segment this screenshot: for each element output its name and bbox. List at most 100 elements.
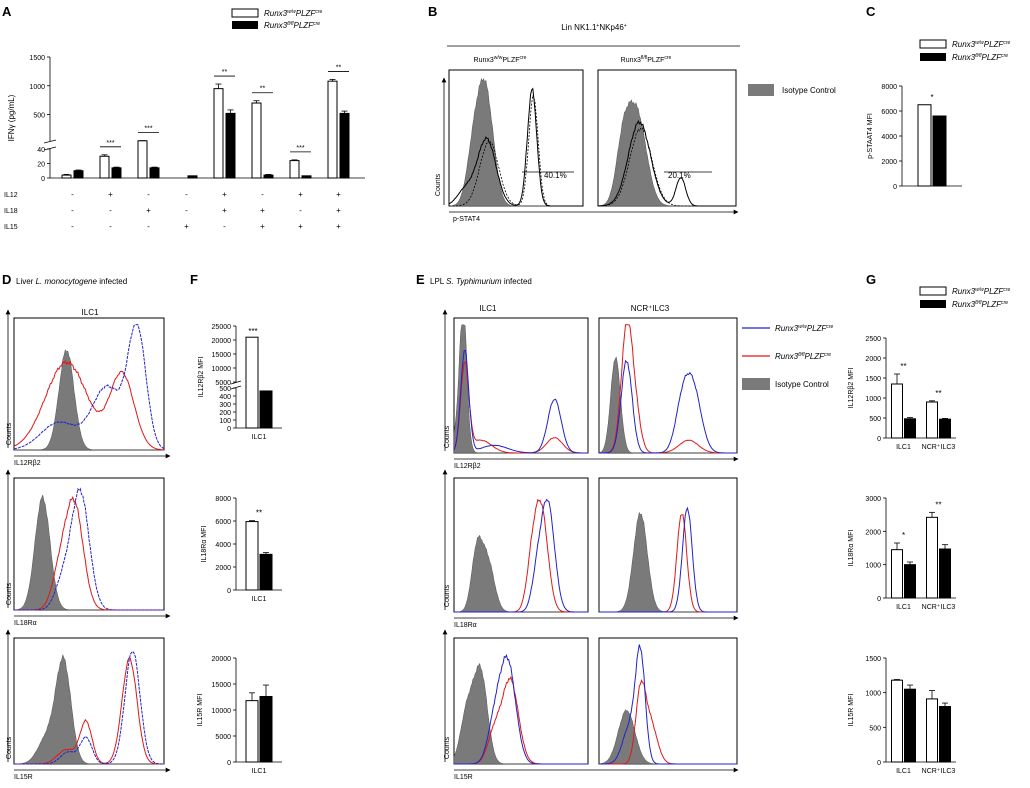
panel-letter-c: C <box>866 4 876 19</box>
y-tick-label: 5000 <box>215 380 231 387</box>
bar-ko <box>259 390 273 429</box>
condition-sign: + <box>298 222 303 231</box>
y-tick-label: 4000 <box>215 542 231 549</box>
histogram-line-wt <box>453 349 588 454</box>
bar-ko <box>904 418 916 439</box>
bar-wt <box>917 104 932 187</box>
panel-a-ytick-label: 500 <box>33 113 45 120</box>
panel-b-plot1-title: Runx3w/wPLZFcre <box>474 55 527 64</box>
x-tick-label: NCR⁺ILC3 <box>922 444 956 451</box>
histogram-line-dashed <box>597 127 736 207</box>
y-tick-label: 0 <box>877 436 881 443</box>
condition-sign: - <box>185 190 188 199</box>
condition-sign: + <box>108 190 113 199</box>
y-axis-label: Counts <box>444 425 451 448</box>
y-tick-label: 25000 <box>212 324 232 331</box>
y-axis-label: Counts <box>6 422 13 445</box>
condition-sign: - <box>71 222 74 231</box>
y-tick-label: 1000 <box>865 563 881 570</box>
y-tick-label: 0 <box>227 426 231 433</box>
panel-b: Lin NK1.1+NKp46+ Runx3w/wPLZFcre Runx3fl… <box>435 23 836 223</box>
significance-mark: ** <box>935 389 941 398</box>
panel-a-legend: Runx3w/wPLZFcre Runx3fl/flPLZFcre <box>231 8 322 30</box>
bar-chart-c: 0 2000 4000 6000 8000 p-STAAT4 MFI * <box>867 84 962 191</box>
legend-label-ko: Runx3fl/flPLZFcre <box>952 53 1008 62</box>
bar-chart-g2: 0 1000 2000 3000 IL18Rα MFI * ILC1 ** NCR⁺ILC3 <box>848 496 956 611</box>
y-axis-label: IL18Rα MFI <box>201 526 208 563</box>
y-tick-label: 2000 <box>865 529 881 536</box>
y-tick-label: 8000 <box>215 496 231 503</box>
panel-b-pct2: 20.1% <box>668 171 691 180</box>
bar-wt <box>213 88 224 179</box>
condition-sign: + <box>222 206 227 215</box>
bar-wt <box>251 102 262 179</box>
panel-letter-e: E <box>416 272 425 287</box>
panel-a-break-mark <box>43 139 57 144</box>
bar-ko <box>904 688 916 763</box>
panel-a-ytick-label: 1000 <box>29 84 45 91</box>
condition-sign: - <box>147 222 150 231</box>
y-tick-label: 5000 <box>215 734 231 741</box>
y-tick-label: 2000 <box>865 356 881 363</box>
y-tick-label: 20000 <box>212 656 232 663</box>
y-tick-label: 0 <box>877 596 881 603</box>
y-tick-label: 300 <box>219 402 231 409</box>
x-axis-label: IL18Rα <box>14 620 37 627</box>
bar-ko <box>301 175 312 179</box>
y-tick-label: 0 <box>877 760 881 767</box>
panel-letter-b: B <box>428 4 437 19</box>
condition-sign: + <box>260 222 265 231</box>
bar-wt <box>926 401 938 439</box>
panel-b-gate: Lin NK1.1+NKp46+ <box>561 23 627 32</box>
x-axis-label: IL12Rβ2 <box>454 463 481 470</box>
y-tick-label: 1500 <box>865 376 881 383</box>
panel-e-title: LPL S. Typhimurium infected <box>430 277 532 286</box>
significance-mark: ** <box>256 509 262 518</box>
legend-label-wt: Runx3w/wPLZFcre <box>264 9 322 18</box>
y-tick-label: 2500 <box>865 336 881 343</box>
panel-a-break-mark <box>43 146 57 151</box>
y-tick-label: 3000 <box>865 496 881 503</box>
condition-sign: - <box>71 190 74 199</box>
y-axis-label: IL12Rβ2 MFI <box>198 357 205 398</box>
x-tick-label: ILC1 <box>896 604 911 611</box>
x-axis-label: IL15R <box>454 774 473 781</box>
legend-label-ko: Runx3fl/flPLZFcre <box>952 300 1008 309</box>
panel-d: Liver L. monocytogene infected ILC1 Coun… <box>5 277 171 781</box>
panel-a-ytick-label: 1500 <box>29 55 45 62</box>
y-axis-label: Counts <box>444 736 451 759</box>
condition-sign: - <box>147 190 150 199</box>
y-tick-label: 1000 <box>865 691 881 698</box>
significance-mark: *** <box>144 126 152 133</box>
condition-sign: + <box>184 222 189 231</box>
bar-wt <box>245 336 259 429</box>
histogram-line-wt <box>599 359 737 454</box>
legend-label-isotype: Isotype Control <box>775 380 829 389</box>
break-mark <box>230 380 242 385</box>
panel-letter-d: D <box>2 272 11 287</box>
y-tick-label: 6000 <box>881 109 897 116</box>
panel-b-isotype-swatch <box>748 84 774 96</box>
significance-mark: * <box>902 531 905 540</box>
condition-sign: + <box>260 206 265 215</box>
significance-mark: *** <box>248 327 257 336</box>
histogram-line-ko <box>453 361 588 454</box>
y-tick-label: 10000 <box>212 708 232 715</box>
isotype-histogram <box>13 653 164 765</box>
bar-wt <box>61 174 72 179</box>
condition-sign: + <box>298 190 303 199</box>
bar-ko <box>187 175 198 179</box>
bar-wt <box>137 140 148 179</box>
histogram-frame <box>13 637 165 765</box>
y-axis-label: Counts <box>6 582 13 605</box>
y-tick-label: 20000 <box>212 338 232 345</box>
y-tick-label: 100 <box>219 418 231 425</box>
bar-chart-f1: 25000 20000 15000 10000 50005004003002001000… <box>198 324 282 441</box>
bar-wt <box>926 516 938 599</box>
condition-sign: + <box>336 206 341 215</box>
panel-b-xlabel: p-STAT4 <box>453 216 480 223</box>
bar-wt <box>926 698 938 763</box>
bar-ko <box>939 548 951 599</box>
y-axis-label: p-STAAT4 MFI <box>867 113 874 159</box>
